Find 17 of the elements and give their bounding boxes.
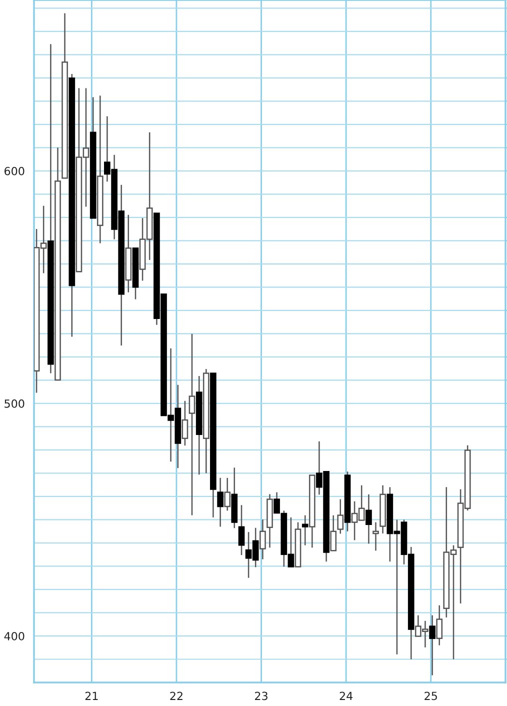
y-tick-label: 500 bbox=[4, 399, 24, 408]
y-tick-label: 400 bbox=[4, 632, 24, 640]
candlestick bbox=[238, 504, 245, 556]
x-tick-label: 24 bbox=[340, 692, 353, 700]
candlestick bbox=[330, 514, 337, 552]
candlestick bbox=[182, 400, 188, 446]
candlestick bbox=[188, 333, 196, 516]
candlestick bbox=[337, 498, 344, 534]
candlestick bbox=[372, 522, 379, 552]
x-tick-label: 21 bbox=[85, 692, 98, 700]
y-tick-label: 600 bbox=[4, 166, 24, 176]
x-tick-label: 23 bbox=[255, 692, 268, 700]
x-tick-label: 25 bbox=[424, 692, 437, 700]
candlestick bbox=[224, 477, 231, 512]
candlestick bbox=[436, 604, 443, 646]
x-tick-label: 22 bbox=[170, 692, 182, 700]
candlestick bbox=[260, 518, 266, 560]
